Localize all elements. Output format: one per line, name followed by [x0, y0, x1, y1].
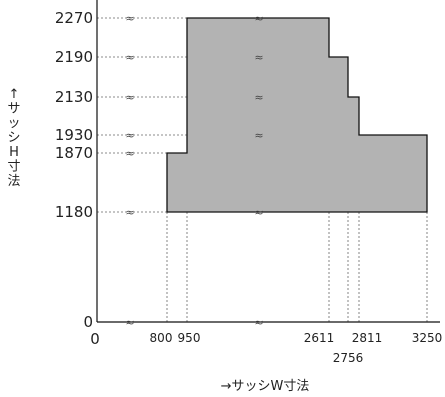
- axis-break-marks: ≈ ≈ ≈ ≈ ≈ ≈ ≈ ≈ ≈ ≈ ≈ ≈ ≈: [125, 12, 263, 329]
- y-axis-title-char: ッ: [7, 116, 20, 131]
- break-mark: ≈: [254, 51, 263, 64]
- x-tick-label: 0: [90, 330, 100, 348]
- y-tick-label: 0: [83, 313, 93, 331]
- break-mark: ≈: [254, 12, 263, 25]
- x-tick-label: 2811: [352, 331, 383, 345]
- y-tick-label: 2190: [55, 48, 93, 66]
- x-tick-labels: 0 800 950 2611 2756 2811 3250: [90, 330, 442, 365]
- y-tick-label: 1930: [55, 126, 93, 144]
- y-axis-title-char: ↑: [9, 87, 20, 102]
- x-tick-label: 950: [178, 331, 201, 345]
- x-tick-label: 3250: [412, 331, 443, 345]
- x-axis-title: →サッシW寸法: [221, 379, 310, 394]
- break-mark: ≈: [125, 206, 134, 219]
- break-mark: ≈: [125, 12, 134, 25]
- break-mark: ≈: [125, 51, 134, 64]
- break-mark: ≈: [254, 316, 263, 329]
- break-mark: ≈: [254, 206, 263, 219]
- x-tick-label: 800: [150, 331, 173, 345]
- y-tick-label: 2130: [55, 88, 93, 106]
- break-mark: ≈: [254, 91, 263, 104]
- break-mark: ≈: [125, 316, 134, 329]
- y-tick-label: 2270: [55, 9, 93, 27]
- x-tick-label: 2611: [304, 331, 335, 345]
- y-axis-title-char: 法: [7, 174, 20, 189]
- y-axis-title-char: H: [9, 145, 19, 160]
- axes: [96, 0, 440, 323]
- break-mark: ≈: [254, 129, 263, 142]
- break-mark: ≈: [125, 147, 134, 160]
- y-axis-title-char: シ: [7, 131, 20, 146]
- applicable-size-region: [166, 17, 428, 213]
- break-mark: ≈: [125, 91, 134, 104]
- y-tick-label: 1870: [55, 144, 93, 162]
- y-tick-label: 1180: [55, 203, 93, 221]
- y-axis-title-char: 寸: [7, 160, 20, 175]
- break-mark: ≈: [125, 129, 134, 142]
- y-axis-title-char: サ: [7, 102, 20, 117]
- x-tick-label: 2756: [333, 351, 364, 365]
